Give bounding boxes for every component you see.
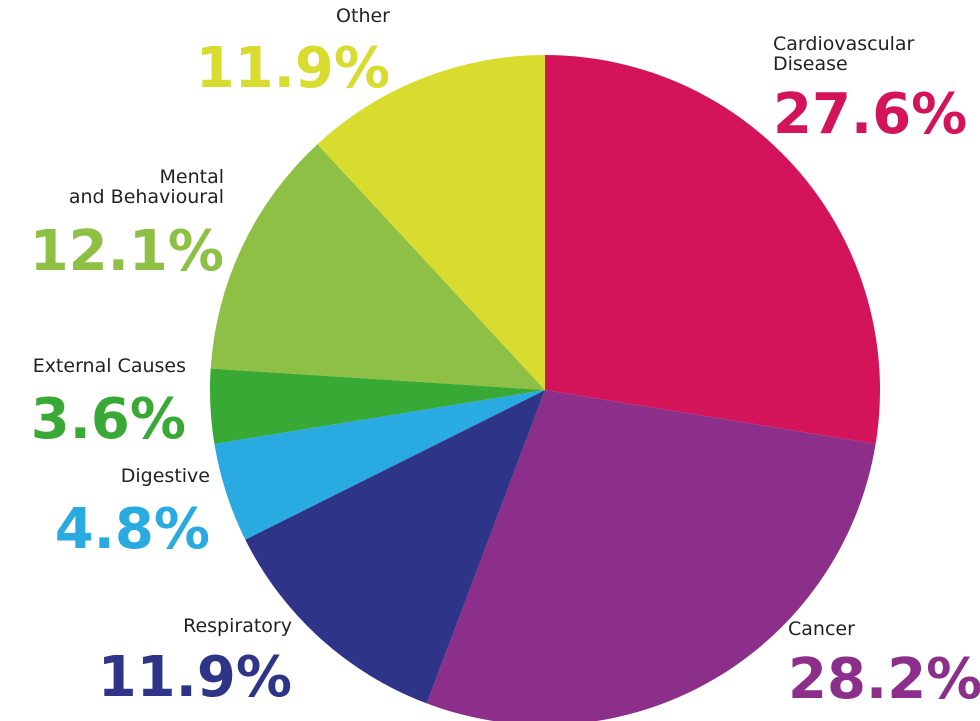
value-label: 11.9%: [196, 36, 390, 101]
pie-slice: [245, 390, 546, 704]
pie-slice: [317, 54, 545, 390]
value-label: 28.2%: [788, 647, 980, 712]
slice-label: Mental and Behavioural: [69, 166, 224, 208]
pie-slice: [214, 390, 545, 540]
label-line: Disease: [773, 53, 848, 75]
slice-label: Cardiovascular Disease: [773, 33, 915, 75]
value-label: 12.1%: [30, 219, 224, 284]
value-label: 4.8%: [55, 497, 210, 562]
pie-slice: [210, 368, 545, 444]
slice-label: Other: [336, 5, 390, 27]
label-line: Cardiovascular: [773, 33, 915, 55]
slice-label: Digestive: [121, 465, 210, 487]
value-label: 11.9%: [98, 645, 292, 710]
pie-slice: [545, 55, 880, 444]
slice-label: Cancer: [788, 618, 855, 640]
slice-label: External Causes: [33, 355, 186, 377]
value-label: 27.6%: [773, 82, 967, 147]
pie-slice: [210, 144, 545, 390]
label-line: and Behavioural: [69, 186, 224, 208]
pie-slice: [426, 390, 876, 721]
slice-label: Respiratory: [183, 615, 292, 637]
value-label: 3.6%: [31, 387, 186, 452]
label-line: Mental: [160, 166, 225, 188]
